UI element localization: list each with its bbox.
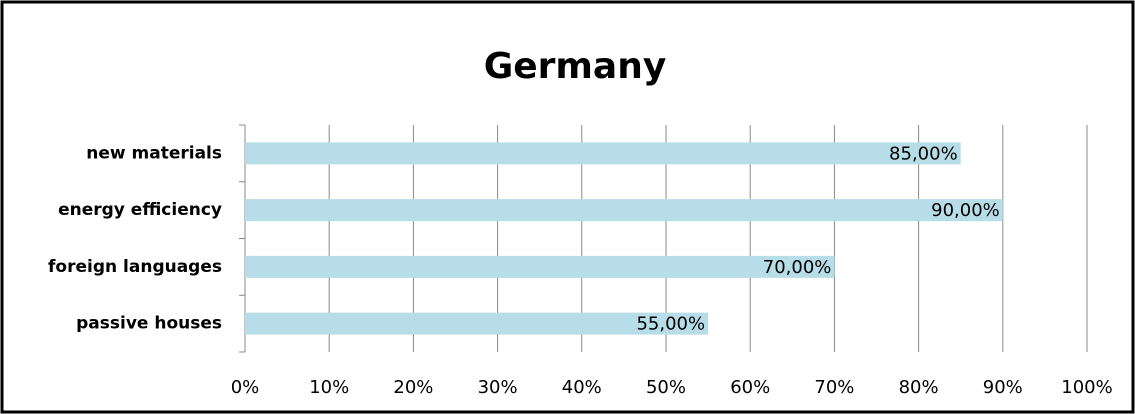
y-tick-label: new materials (86, 143, 222, 163)
x-tick-label: 50% (646, 377, 686, 398)
bar (245, 199, 1003, 222)
bar (245, 255, 835, 278)
x-tick-label: 10% (309, 377, 349, 398)
bar (245, 312, 709, 335)
x-tick-label: 0% (231, 377, 260, 398)
value-label: 70,00% (763, 257, 832, 278)
x-tick-label: 30% (478, 377, 518, 398)
y-tick-label: foreign languages (48, 257, 222, 277)
y-tick-label: passive houses (76, 314, 222, 334)
x-tick-label: 60% (730, 377, 770, 398)
bar (245, 142, 961, 165)
x-tick-label: 70% (814, 377, 854, 398)
chart-title: Germany (484, 46, 667, 87)
x-tick-label: 20% (393, 377, 433, 398)
x-tick-label: 80% (899, 377, 939, 398)
value-label: 55,00% (636, 314, 705, 335)
x-tick-label: 100% (1061, 377, 1112, 398)
y-tick-label: energy efficiency (58, 200, 222, 220)
value-label: 90,00% (931, 200, 1000, 221)
value-label: 85,00% (889, 143, 958, 164)
x-tick-label: 90% (983, 377, 1023, 398)
x-tick-label: 40% (562, 377, 602, 398)
